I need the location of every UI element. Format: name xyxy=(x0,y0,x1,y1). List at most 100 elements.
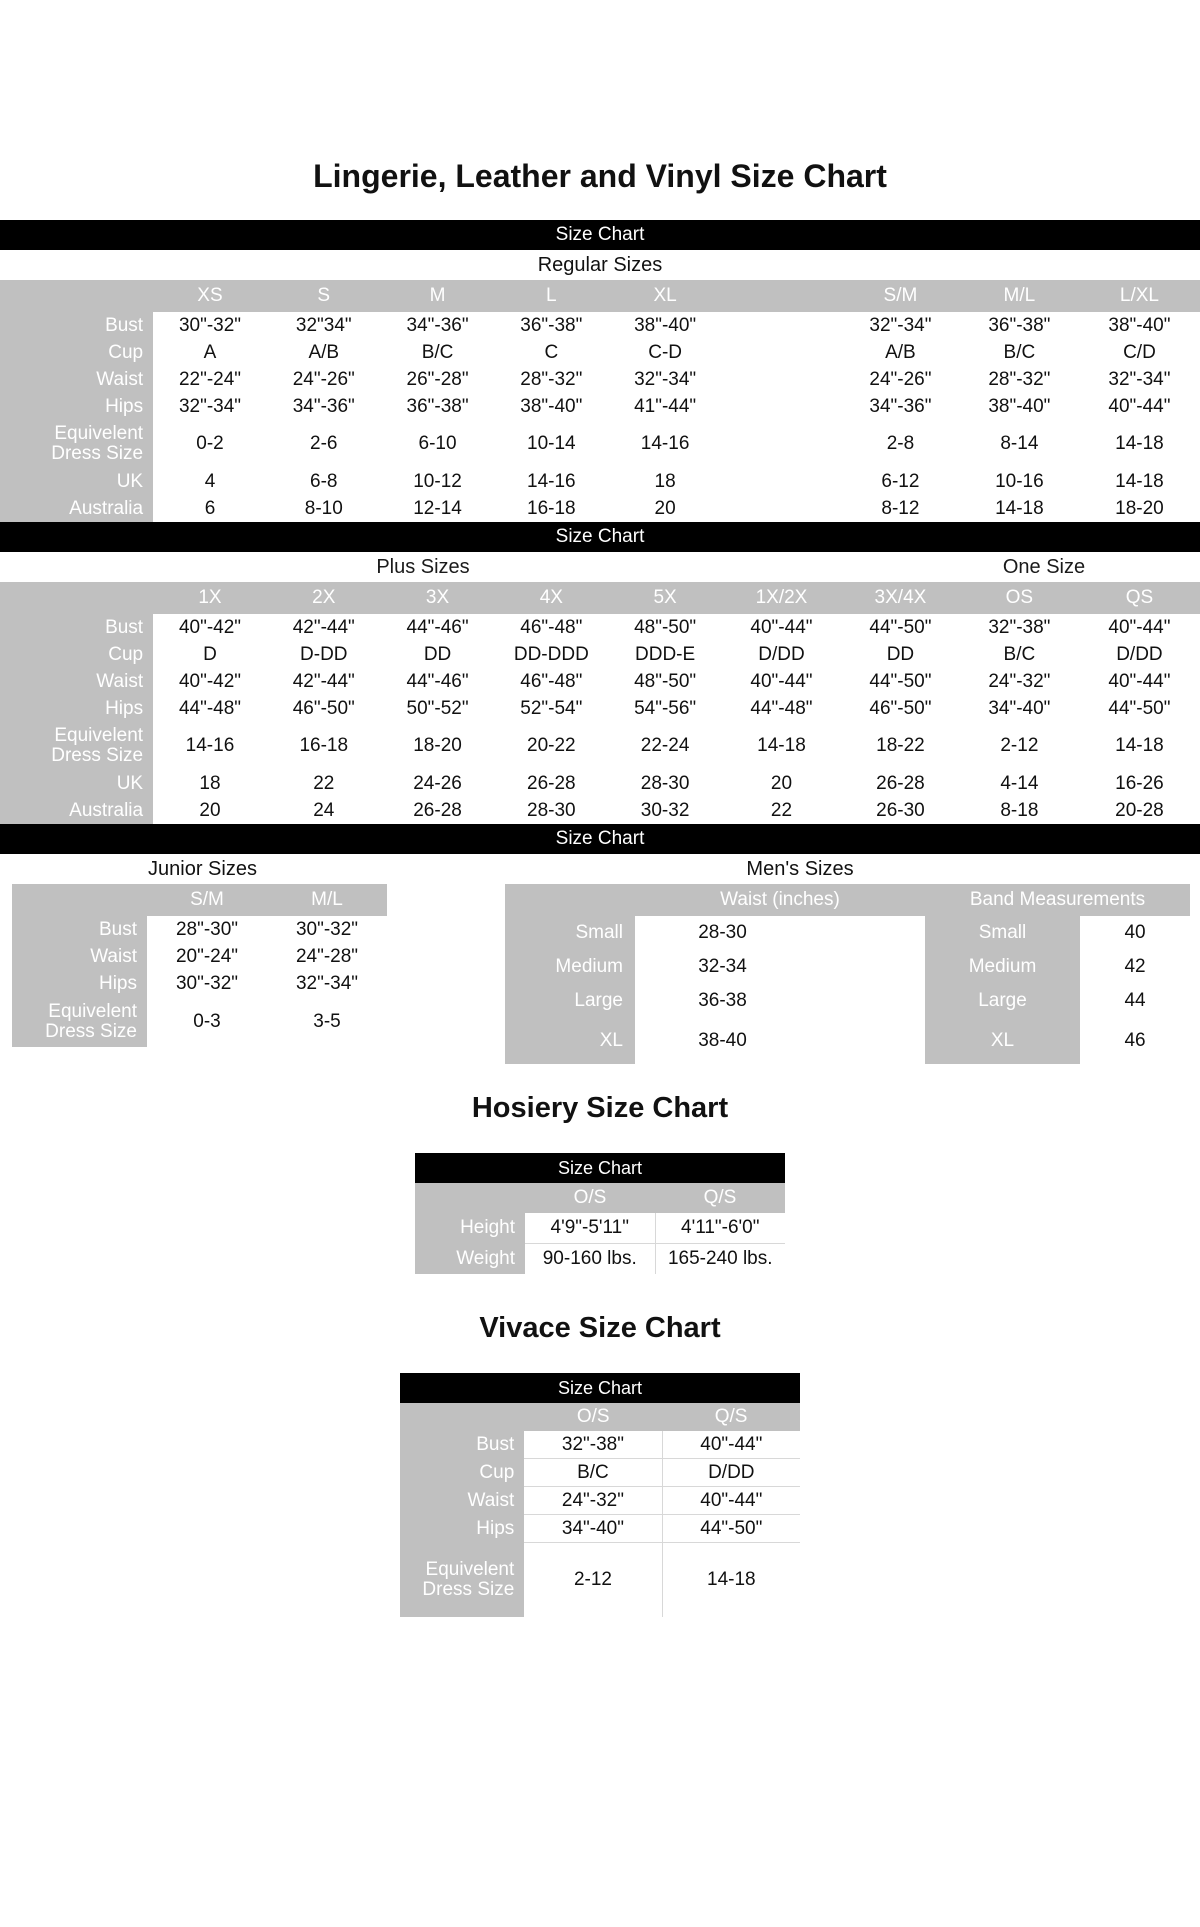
band-size-xl: XL xyxy=(925,1018,1080,1064)
table-row: Hips 30"-32" 32"-34" xyxy=(12,970,387,997)
hosiery-size-chart-bar: Size Chart xyxy=(415,1153,785,1183)
regular-sizes-caption: Regular Sizes xyxy=(0,250,1200,280)
cell: 24"-28" xyxy=(267,943,387,970)
cell: 18-20 xyxy=(1078,495,1200,522)
cell: 22"-24" xyxy=(153,366,267,393)
table-row: Small 28-30 Small 40 xyxy=(505,916,1191,950)
plus-col-2x: 2X xyxy=(266,582,381,614)
cell: 34"-40" xyxy=(524,1514,663,1543)
cell: 3-5 xyxy=(267,997,387,1047)
vivace-header-row: O/S Q/S xyxy=(400,1403,800,1431)
cell: 14-16 xyxy=(494,468,609,495)
cell: A xyxy=(153,339,267,366)
hosiery-section: Hosiery Size Chart Size Chart O/S Q/S He… xyxy=(0,1094,1200,1274)
row-label-uk: UK xyxy=(0,770,154,797)
row-label-height: Height xyxy=(415,1213,525,1244)
table-row: Cup A A/B B/C C C-D A/B B/C C/D xyxy=(0,339,1200,366)
cell: 44"-50" xyxy=(662,1514,800,1543)
regular-col-m: M xyxy=(380,280,495,312)
table-row: Hips 32"-34" 34"-36" 36"-38" 38"-40" 41"… xyxy=(0,393,1200,420)
cell: 20 xyxy=(153,797,267,824)
cell: 32"-38" xyxy=(524,1431,663,1459)
cell: 22 xyxy=(722,797,841,824)
cell: 90-160 lbs. xyxy=(525,1243,656,1274)
cell: 38"-40" xyxy=(608,312,722,339)
cell: 24"-32" xyxy=(959,668,1079,695)
junior-mens-section: Size Chart Junior Sizes S/M M/L xyxy=(0,824,1200,1064)
cell: 36"-38" xyxy=(380,393,495,420)
cell: 10-14 xyxy=(494,420,609,468)
cell: 20 xyxy=(608,495,722,522)
cell: 36-38 xyxy=(635,984,810,1018)
cell: 42"-44" xyxy=(266,614,381,641)
cell: 30"-32" xyxy=(153,312,267,339)
cell xyxy=(722,495,841,522)
row-label-australia: Australia xyxy=(0,797,154,824)
cell xyxy=(722,468,841,495)
table-row: Bust 28"-30" 30"-32" xyxy=(12,916,387,943)
table-row: Cup B/C D/DD xyxy=(400,1458,800,1487)
table-row: UK 4 6-8 10-12 14-16 18 6-12 10-16 14-18 xyxy=(0,468,1200,495)
regular-col-l: L xyxy=(494,280,609,312)
cell: 34"-36" xyxy=(266,393,381,420)
cell: 42"-44" xyxy=(266,668,381,695)
row-label-cup: Cup xyxy=(0,339,154,366)
hosiery-header-corner xyxy=(415,1183,525,1213)
cell: 8-18 xyxy=(959,797,1079,824)
cell: 32"-34" xyxy=(153,393,267,420)
table-row: Large 36-38 Large 44 xyxy=(505,984,1191,1018)
cell: 24"-26" xyxy=(840,366,960,393)
cell: 6-10 xyxy=(380,420,495,468)
cell: 34"-36" xyxy=(840,393,960,420)
mens-sizes-caption: Men's Sizes xyxy=(746,858,854,880)
plus-sizes-table: 1X 2X 3X 4X 5X 1X/2X 3X/4X OS QS Bust 40… xyxy=(0,582,1200,824)
cell: 22-24 xyxy=(608,722,722,770)
row-label-weight: Weight xyxy=(415,1243,525,1274)
cell: 44"-50" xyxy=(840,614,960,641)
row-label-waist: Waist xyxy=(12,943,147,970)
mens-sizes-table: Waist (inches) Band Measurements Small 2… xyxy=(505,884,1191,1064)
plus-col-1x: 1X xyxy=(153,582,267,614)
cell: 14-18 xyxy=(1078,468,1200,495)
band-size-small: Small xyxy=(925,916,1080,950)
mens-sizes-block: Men's Sizes Waist (inches) Band Measurem… xyxy=(500,854,1200,1064)
table-row: Equivelent Dress Size 2-12 14-18 xyxy=(400,1542,800,1617)
row-label-waist: Waist xyxy=(0,366,154,393)
cell: 8-12 xyxy=(840,495,960,522)
cell: 26"-28" xyxy=(380,366,495,393)
row-label-cup: Cup xyxy=(0,641,154,668)
cell: 24"-32" xyxy=(524,1486,663,1515)
cell: 40 xyxy=(1080,916,1191,950)
cell: B/C xyxy=(380,339,495,366)
cell: 28"-32" xyxy=(959,366,1079,393)
table-row: Waist 20"-24" 24"-28" xyxy=(12,943,387,970)
cell: 32"-34" xyxy=(267,970,387,997)
row-label-hips: Hips xyxy=(0,393,154,420)
vivace-header-corner xyxy=(400,1403,525,1431)
cell: 44"-46" xyxy=(380,614,495,641)
cell: 38-40 xyxy=(635,1018,810,1064)
cell: D/DD xyxy=(1078,641,1200,668)
cell: C/D xyxy=(1078,339,1200,366)
cell: 28"-32" xyxy=(494,366,609,393)
cell: 20-28 xyxy=(1078,797,1200,824)
plus-size-chart-bar: Size Chart xyxy=(0,522,1200,552)
table-row: Height 4'9"-5'11" 4'11"-6'0" xyxy=(415,1213,785,1244)
cell: 14-18 xyxy=(1078,722,1200,770)
row-label-equivalent-dress-size: Equivelent Dress Size xyxy=(0,420,154,468)
cell: 32"-38" xyxy=(959,614,1079,641)
cell: D/DD xyxy=(722,641,841,668)
junior-header-corner xyxy=(12,884,147,916)
regular-col-spacer xyxy=(722,280,841,312)
one-size-caption: One Size xyxy=(1002,556,1086,578)
mens-header-row: Waist (inches) Band Measurements xyxy=(505,884,1191,916)
cell xyxy=(722,312,841,339)
row-label-uk: UK xyxy=(0,468,154,495)
cell: 40"-44" xyxy=(1078,393,1200,420)
cell: 40"-44" xyxy=(662,1431,800,1459)
cell: D-DD xyxy=(266,641,381,668)
cell: 48"-50" xyxy=(608,668,722,695)
regular-sizes-table: XS S M L XL S/M M/L L/XL Bust 30"-32" 32… xyxy=(0,280,1200,522)
size-chart-page: Lingerie, Leather and Vinyl Size Chart S… xyxy=(0,160,1200,1617)
cell: 46"-48" xyxy=(494,668,609,695)
